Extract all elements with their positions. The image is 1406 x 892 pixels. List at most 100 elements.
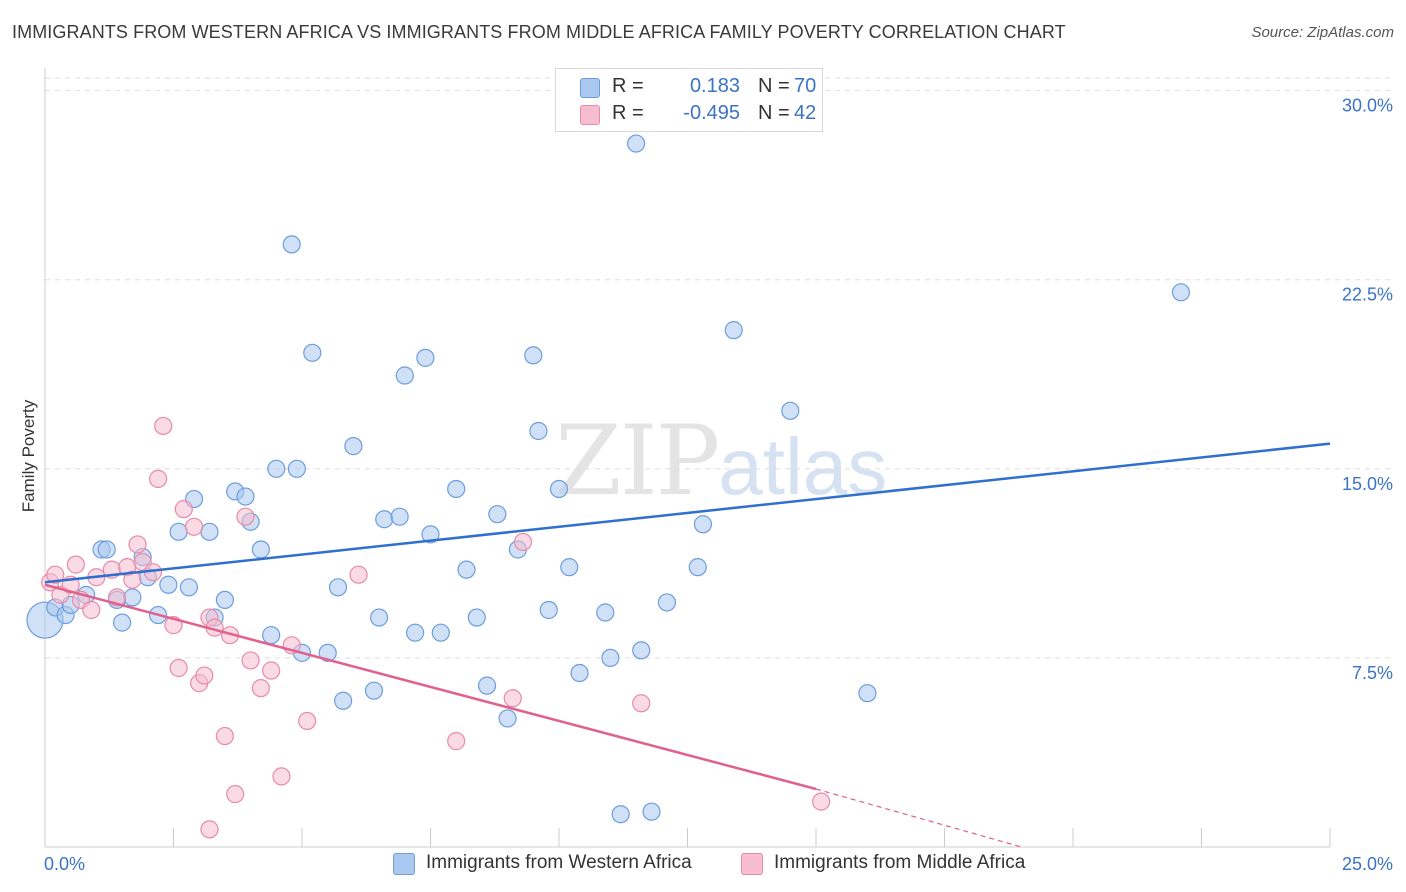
- point-western-africa: [693, 515, 713, 534]
- point-middle-africa: [272, 767, 291, 786]
- y-axis-title: Family Poverty: [19, 399, 38, 512]
- point-western-africa: [570, 663, 589, 683]
- point-western-africa: [123, 588, 142, 607]
- legend-swatch-western: [580, 78, 600, 98]
- point-western-africa: [596, 603, 615, 622]
- legend-r-label: R =: [612, 75, 644, 97]
- point-western-africa: [370, 608, 389, 627]
- watermark-zip: ZIP: [555, 405, 720, 517]
- point-western-africa: [375, 510, 394, 529]
- point-middle-africa: [123, 570, 142, 589]
- trendline-middle-africa-extension: [815, 788, 1022, 848]
- point-western-africa: [688, 558, 707, 577]
- bottom-legend-label-western: Immigrants from Western Africa: [426, 852, 692, 873]
- point-middle-africa: [226, 784, 245, 804]
- point-western-africa: [529, 421, 548, 441]
- legend-r-value-western: 0.183: [689, 75, 740, 97]
- point-western-africa: [287, 459, 306, 478]
- point-western-africa: [467, 608, 486, 627]
- point-western-africa: [549, 479, 569, 499]
- bottom-legend-swatch-western: [393, 853, 415, 875]
- legend-swatch-middle: [580, 105, 600, 125]
- point-middle-africa: [251, 679, 270, 698]
- y-tick-label: 30.0%: [1342, 96, 1393, 116]
- y-tick-label: 15.0%: [1342, 474, 1393, 494]
- point-western-africa: [431, 623, 450, 642]
- point-western-africa: [200, 522, 219, 541]
- x-tick-label: 25.0%: [1342, 854, 1393, 874]
- legend-n-label: N =: [758, 75, 790, 97]
- point-western-africa: [498, 709, 517, 728]
- point-western-africa: [303, 343, 322, 362]
- point-middle-africa: [66, 555, 85, 574]
- point-western-africa: [1171, 283, 1191, 302]
- x-tick-label: 0.0%: [44, 854, 85, 874]
- legend-n-value-middle: 42: [794, 102, 817, 124]
- point-middle-africa: [174, 500, 193, 519]
- point-middle-africa: [513, 532, 533, 552]
- point-western-africa: [626, 134, 646, 153]
- point-western-africa: [539, 600, 558, 620]
- correlation-legend: R = 0.183 N = 70 R = -0.495 N = 42: [555, 68, 823, 132]
- point-western-africa: [632, 641, 651, 660]
- point-middle-africa: [184, 517, 204, 536]
- point-western-africa: [344, 437, 363, 456]
- bottom-legend-label-middle: Immigrants from Middle Africa: [774, 852, 1026, 873]
- point-western-africa: [642, 802, 661, 821]
- point-middle-africa: [812, 792, 831, 811]
- point-middle-africa: [154, 416, 173, 436]
- point-western-africa: [364, 681, 384, 700]
- point-middle-africa: [447, 732, 466, 751]
- point-western-africa: [416, 348, 435, 367]
- point-western-africa: [97, 540, 116, 559]
- point-western-africa: [421, 525, 440, 544]
- point-western-africa: [159, 575, 178, 594]
- legend-r-value-middle: -0.495: [683, 102, 740, 124]
- y-tick-label: 22.5%: [1342, 285, 1393, 305]
- point-western-africa: [477, 676, 497, 695]
- point-middle-africa: [241, 651, 260, 670]
- point-middle-africa: [215, 726, 234, 746]
- point-western-africa: [488, 505, 507, 524]
- point-western-africa: [405, 623, 425, 642]
- legend-n-label: N =: [758, 102, 790, 124]
- point-western-africa: [282, 235, 301, 254]
- point-western-africa: [858, 684, 877, 703]
- point-middle-africa: [298, 711, 317, 731]
- point-western-africa: [447, 479, 466, 499]
- point-middle-africa: [349, 565, 368, 584]
- chart-title: IMMIGRANTS FROM WESTERN AFRICA VS IMMIGR…: [12, 22, 1066, 42]
- point-western-africa: [215, 590, 234, 610]
- watermark: ZIPatlas: [555, 405, 887, 517]
- y-tick-label: 7.5%: [1352, 663, 1393, 683]
- point-western-africa: [524, 346, 543, 365]
- point-middle-africa: [148, 469, 168, 488]
- watermark-atlas: atlas: [718, 422, 888, 511]
- point-middle-africa: [632, 694, 651, 713]
- legend-r-label: R =: [612, 102, 644, 124]
- point-middle-africa: [82, 600, 101, 620]
- point-western-africa: [390, 507, 409, 526]
- point-western-africa: [236, 487, 255, 506]
- point-western-africa: [112, 613, 132, 632]
- point-middle-africa: [195, 666, 214, 685]
- point-western-africa: [657, 593, 677, 612]
- point-western-africa: [724, 321, 743, 340]
- legend-n-value-western: 70: [794, 75, 817, 97]
- point-middle-africa: [262, 661, 281, 680]
- trendline-western-africa: [44, 442, 1331, 584]
- point-middle-africa: [200, 820, 219, 839]
- point-middle-africa: [503, 689, 522, 708]
- point-western-africa: [318, 643, 337, 662]
- bottom-legend-swatch-middle: [741, 853, 763, 875]
- point-western-africa: [781, 401, 800, 420]
- point-western-africa: [267, 459, 286, 478]
- point-western-africa: [262, 626, 281, 645]
- point-western-africa: [601, 648, 620, 668]
- point-western-africa: [179, 578, 199, 597]
- point-western-africa: [395, 366, 414, 385]
- point-middle-africa: [46, 565, 65, 584]
- trendline-middle-africa: [44, 583, 817, 791]
- point-western-africa: [251, 540, 270, 559]
